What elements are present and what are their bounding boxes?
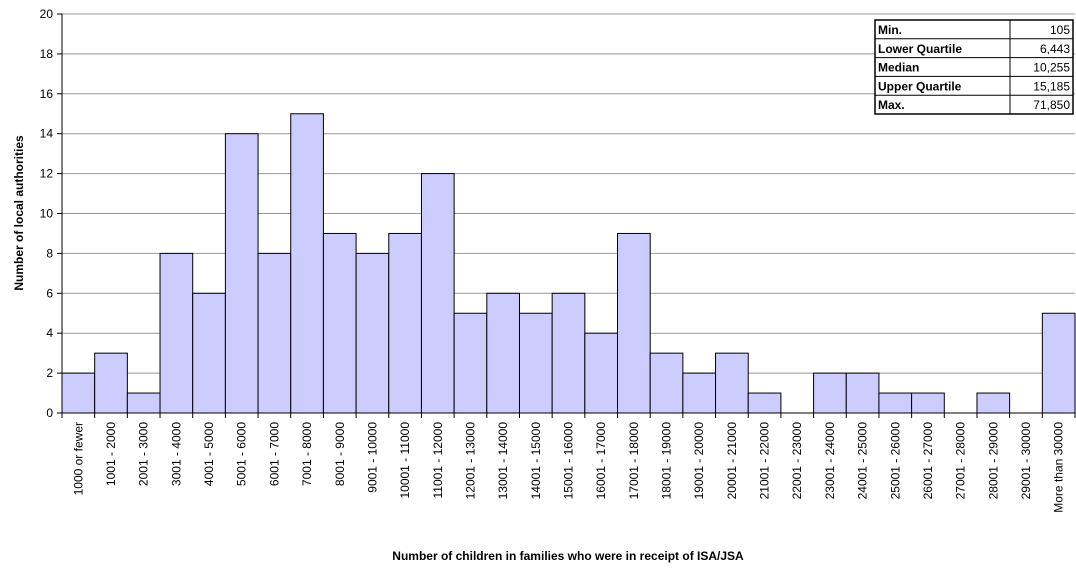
table-label: Min. [878,23,902,37]
y-tick-label: 12 [40,167,54,181]
bar [322,232,357,414]
x-axis-label: Number of children in families who were … [392,549,744,563]
bar [1041,312,1076,414]
x-tick-label: 28001 - 29000 [986,422,1000,500]
x-tick-label: 3001 - 4000 [169,422,183,486]
bar [224,133,259,414]
bar [192,292,226,414]
y-tick-label: 16 [40,87,54,101]
x-tick-label: 16001 - 17000 [594,422,608,500]
y-tick-label: 4 [46,326,53,340]
table-label: Lower Quartile [878,42,962,56]
table-value: 10,255 [1033,61,1070,75]
bar [551,292,586,414]
x-tick-label: 26001 - 27000 [921,422,935,500]
bar [486,292,520,414]
y-tick-label: 0 [46,406,53,420]
bar [878,392,913,414]
y-tick-label: 2 [46,366,53,380]
bar [355,252,390,414]
bar [257,252,292,414]
x-tick-label: 20001 - 21000 [725,422,739,500]
table-value: 6,443 [1040,42,1070,56]
x-tick-label: 11001 - 12000 [431,422,445,499]
x-tick-label: 24001 - 25000 [856,422,870,500]
bar [584,332,619,414]
table-value: 71,850 [1033,98,1070,112]
bar [715,352,749,414]
y-tick-label: 8 [46,246,53,260]
y-axis-label: Number of local authorities [12,135,26,291]
x-tick-label: 23001 - 24000 [823,422,837,500]
x-tick-label: 12001 - 13000 [463,422,477,500]
bar [813,372,847,414]
x-tick-label: 17001 - 18000 [627,422,641,500]
bar [976,392,1011,414]
bar [94,352,128,414]
x-tick-label: 5001 - 6000 [235,422,249,486]
y-tick-label: 18 [40,47,54,61]
y-tick-label: 10 [40,207,54,221]
bar [290,113,324,414]
x-tick-label: 19001 - 20000 [692,422,706,500]
x-tick-label: 13001 - 14000 [496,422,510,500]
bar [388,232,422,414]
bar [126,392,161,414]
table-label: Median [878,61,919,75]
x-tick-label: 1001 - 2000 [104,422,118,486]
bar [845,372,880,414]
bar [911,392,945,414]
bar [747,392,782,414]
bar [453,312,488,414]
x-tick-label: 15001 - 16000 [562,422,576,500]
summary-table [874,19,1074,115]
x-tick-label: 9001 - 10000 [365,422,379,493]
x-tick-label: 6001 - 7000 [267,422,281,486]
x-tick-label: More than 30000 [1052,422,1066,513]
bar [420,173,455,414]
x-tick-label: 7001 - 8000 [300,422,314,486]
x-tick-label: 21001 - 22000 [758,422,772,500]
x-tick-label: 10001 - 11000 [398,422,412,499]
y-tick-label: 6 [46,286,53,300]
bar [61,372,96,414]
bar [518,312,553,414]
table-value: 105 [1050,23,1070,37]
x-tick-label: 4001 - 5000 [202,422,216,486]
table-value: 15,185 [1033,79,1070,93]
x-tick-label: 27001 - 28000 [954,422,968,500]
x-tick-label: 8001 - 9000 [333,422,347,486]
x-tick-label: 29001 - 30000 [1019,422,1033,500]
x-tick-label: 14001 - 15000 [529,422,543,500]
x-tick-label: 2001 - 3000 [137,422,151,486]
x-tick-label: 1000 or fewer [71,422,85,495]
table-label: Upper Quartile [878,79,962,93]
bar [159,252,194,414]
y-tick-label: 20 [40,7,54,21]
x-tick-label: 22001 - 23000 [790,422,804,500]
x-tick-label: 18001 - 19000 [660,422,674,500]
x-tick-label: 25001 - 26000 [888,422,902,500]
bar [649,352,684,414]
y-tick-label: 14 [40,127,54,141]
table-label: Max. [878,98,905,112]
bar [617,232,651,414]
bar [682,372,717,414]
